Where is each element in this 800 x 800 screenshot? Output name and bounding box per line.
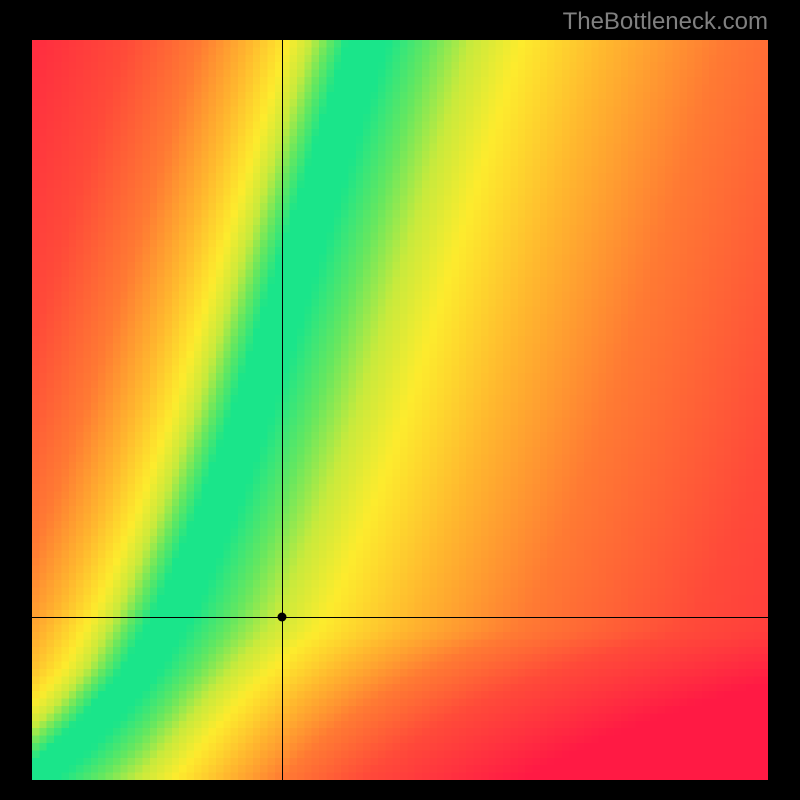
heatmap-plot [32, 40, 768, 780]
crosshair-horizontal [32, 617, 768, 618]
crosshair-marker-dot [278, 613, 287, 622]
heatmap-canvas [32, 40, 768, 780]
crosshair-vertical [282, 40, 283, 780]
watermark-text: TheBottleneck.com [563, 8, 768, 36]
